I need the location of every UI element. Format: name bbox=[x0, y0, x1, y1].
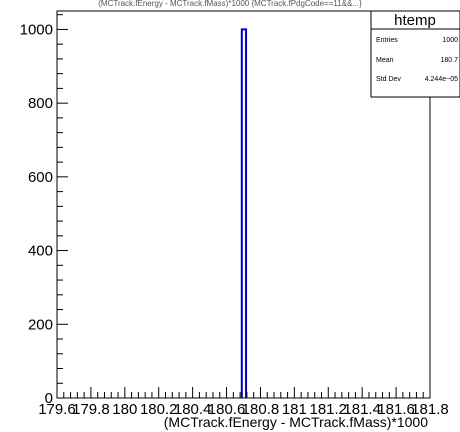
axes bbox=[56, 10, 431, 399]
histogram-bin-0 bbox=[240, 28, 248, 398]
y-tick-label: 200 bbox=[28, 316, 53, 333]
x-tick-label: 180.4 bbox=[174, 401, 212, 418]
x-tick-label: 180.8 bbox=[242, 401, 280, 418]
x-tick-label: 180 bbox=[112, 401, 137, 418]
x-tick-label: 181 bbox=[282, 401, 307, 418]
histogram-bars bbox=[240, 28, 248, 398]
y-axis-ticks: 0 200 400 600 800 1000 bbox=[20, 14, 68, 407]
stats-box: htemp Entries 1000 Mean 180.7 Std Dev 4.… bbox=[370, 10, 460, 98]
stats-box-frame bbox=[370, 10, 460, 98]
x-tick-label: 179.8 bbox=[72, 401, 110, 418]
x-tick-label: 181.4 bbox=[343, 401, 381, 418]
y-tick-label: 600 bbox=[28, 169, 53, 186]
x-tick-label: 181.8 bbox=[411, 401, 449, 418]
stats-entries-value: 1000 bbox=[442, 37, 458, 44]
y-tick-label: 800 bbox=[28, 95, 53, 112]
stats-stddev-label: Std Dev bbox=[376, 76, 401, 83]
stats-stddev-value: 4.244e−05 bbox=[425, 76, 458, 83]
y-tick-label: 1000 bbox=[20, 21, 53, 38]
y-tick-label: 0 bbox=[45, 390, 53, 407]
x-axis-title: (MCTrack.fEnergy - MCTrack.fMass)*1000 bbox=[164, 414, 428, 430]
stats-mean-value: 180.7 bbox=[440, 57, 458, 64]
x-tick-label: 181.2 bbox=[309, 401, 347, 418]
x-tick-label: 179.6 bbox=[38, 401, 76, 418]
stats-entries-label: Entries bbox=[376, 37, 398, 44]
x-tick-label: 180.6 bbox=[208, 401, 246, 418]
header-text: (MCTrack.fEnergy - MCTrack.fMass)*1000 {… bbox=[98, 0, 362, 8]
stats-mean-label: Mean bbox=[376, 57, 394, 64]
stats-title: htemp bbox=[394, 12, 436, 29]
plot-frame bbox=[56, 10, 431, 399]
y-tick-label: 400 bbox=[28, 243, 53, 260]
x-tick-label: 180.2 bbox=[140, 401, 178, 418]
x-tick-label: 181.6 bbox=[377, 401, 415, 418]
